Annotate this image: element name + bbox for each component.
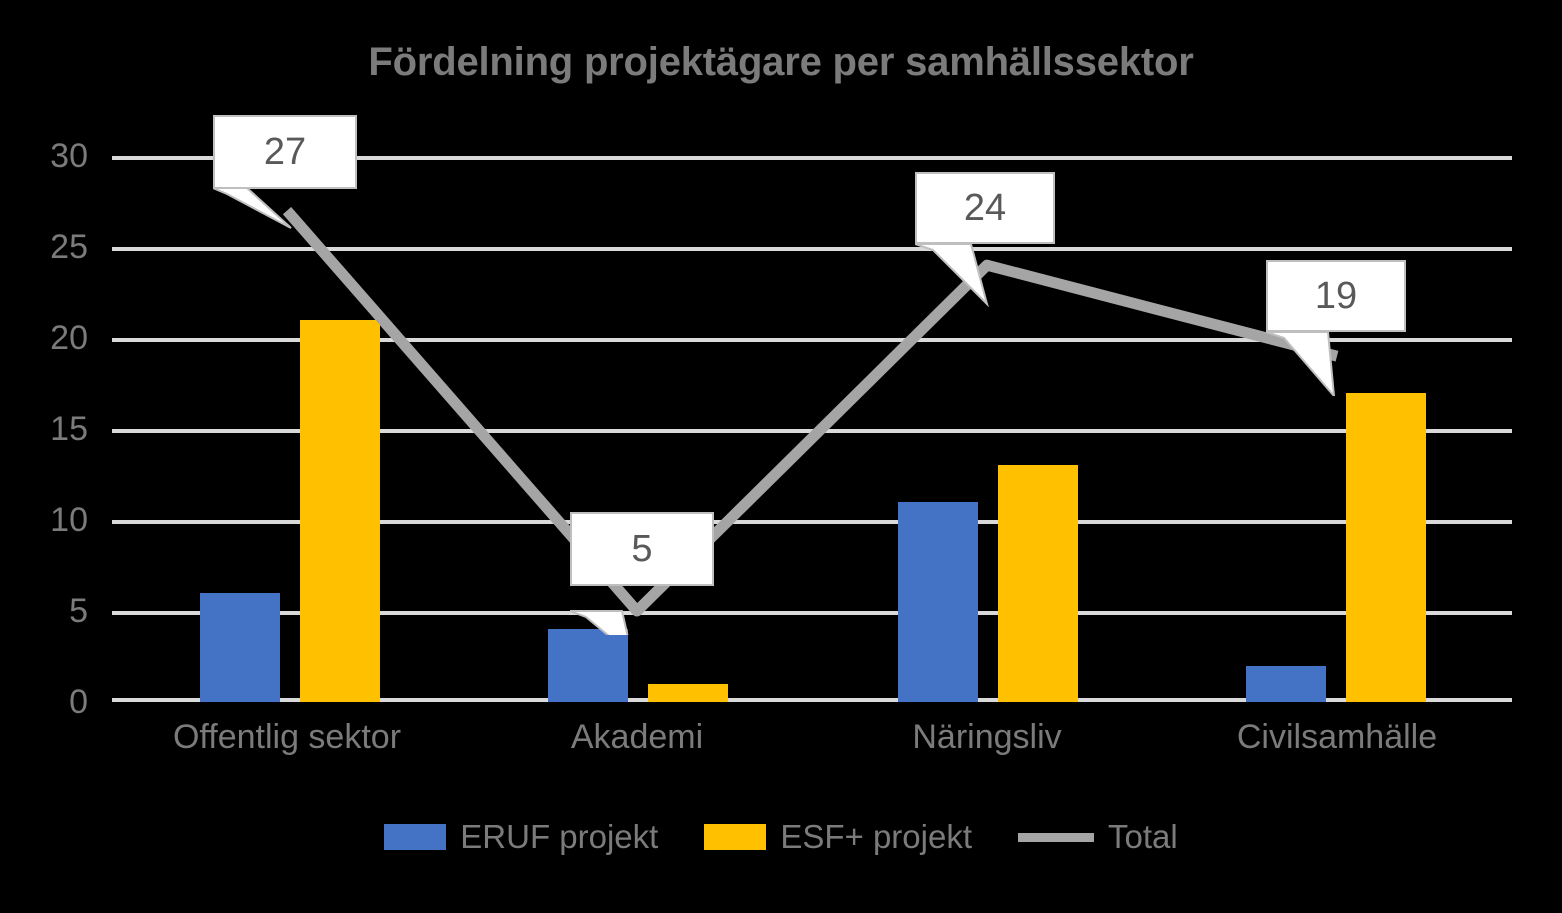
y-axis-tick-5: 5 <box>69 592 88 630</box>
plot-area <box>112 156 1512 702</box>
x-axis-label-naringsliv: Näringsliv <box>912 718 1062 756</box>
data-label-total-offentlig-sektor[interactable]: 27 <box>213 115 357 189</box>
y-axis-tick-15: 15 <box>50 410 88 448</box>
callout-tail-24 <box>915 243 989 308</box>
bar-eruf-akademi[interactable] <box>548 629 628 702</box>
data-label-total-naringsliv[interactable]: 24 <box>915 172 1055 244</box>
chart-title: Fördelning projektägare per samhällssekt… <box>368 40 1194 84</box>
data-label-total-civilsamhalle[interactable]: 19 <box>1266 260 1406 332</box>
bar-esf-naringsliv[interactable] <box>998 465 1078 702</box>
data-label-total-akademi[interactable]: 5 <box>570 512 714 586</box>
gridline-25 <box>112 247 1512 251</box>
x-axis-label-offentlig-sektor: Offentlig sektor <box>172 718 402 756</box>
legend-label-eruf: ERUF projekt <box>460 818 659 855</box>
y-axis-tick-10: 10 <box>50 501 88 539</box>
x-axis-label-civilsamhalle: Civilsamhälle <box>1236 718 1438 756</box>
total-line-series <box>282 206 1339 617</box>
x-axis-label-akademi: Akademi <box>570 718 704 756</box>
gridline-0 <box>112 698 1512 702</box>
y-axis-tick-25: 25 <box>50 228 88 266</box>
legend-entry-total[interactable]: Total <box>1018 818 1178 856</box>
y-axis-tick-20: 20 <box>50 319 88 357</box>
y-axis-tick-0: 0 <box>69 683 88 721</box>
bar-eruf-civilsamhalle[interactable] <box>1246 665 1326 702</box>
callout-tail-19 <box>1266 331 1336 396</box>
gridline-10 <box>112 520 1512 524</box>
legend-line-total-icon <box>1018 832 1094 842</box>
bar-esf-offentlig-sektor[interactable] <box>300 319 380 702</box>
gridline-5 <box>112 611 1512 615</box>
legend-swatch-eruf-icon <box>384 824 447 850</box>
bar-eruf-naringsliv[interactable] <box>898 501 978 702</box>
chart-legend: ERUF projekt ESF+ projekt Total <box>0 818 1562 856</box>
legend-swatch-esf-icon <box>704 824 767 850</box>
legend-entry-esf[interactable]: ESF+ projekt <box>704 818 972 856</box>
callout-tail-5 <box>570 610 629 635</box>
legend-label-total: Total <box>1108 818 1178 855</box>
legend-entry-eruf[interactable]: ERUF projekt <box>384 818 658 856</box>
gridline-20 <box>112 338 1512 342</box>
gridline-30 <box>112 156 1512 160</box>
total-line-path <box>282 206 1339 617</box>
bar-esf-civilsamhalle[interactable] <box>1346 392 1426 702</box>
bar-eruf-offentlig-sektor[interactable] <box>200 592 280 702</box>
legend-label-esf: ESF+ projekt <box>780 818 972 855</box>
y-axis-tick-30: 30 <box>50 137 88 175</box>
bar-esf-akademi[interactable] <box>648 683 728 702</box>
